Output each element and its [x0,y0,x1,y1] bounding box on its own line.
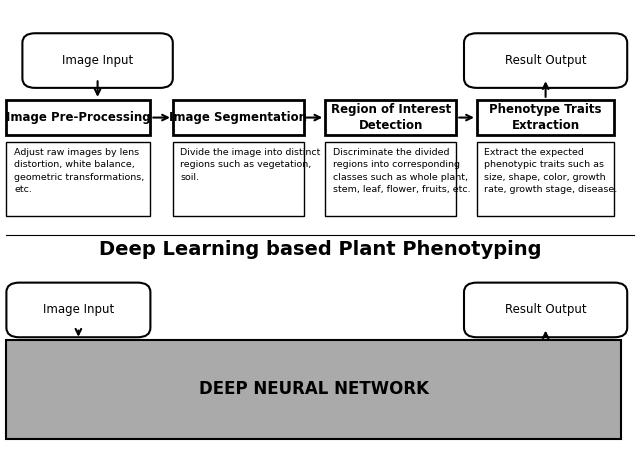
FancyBboxPatch shape [22,33,173,88]
Text: DEEP NEURAL NETWORK: DEEP NEURAL NETWORK [198,380,429,399]
FancyBboxPatch shape [477,100,614,135]
Text: Result Output: Result Output [505,54,586,67]
FancyBboxPatch shape [464,33,627,88]
Text: Discriminate the divided
regions into corresponding
classes such as whole plant,: Discriminate the divided regions into co… [333,148,470,194]
FancyBboxPatch shape [6,100,150,135]
FancyBboxPatch shape [6,283,150,337]
Text: Image Pre-Processing: Image Pre-Processing [6,111,150,124]
Text: Image Segmentation: Image Segmentation [170,111,307,124]
Text: Region of Interest
Detection: Region of Interest Detection [331,103,451,132]
Text: Adjust raw images by lens
distortion, white balance,
geometric transformations,
: Adjust raw images by lens distortion, wh… [14,148,145,194]
Text: Deep Learning based Plant Phenotyping: Deep Learning based Plant Phenotyping [99,240,541,259]
FancyBboxPatch shape [477,142,614,216]
FancyBboxPatch shape [464,283,627,337]
FancyBboxPatch shape [173,142,304,216]
Text: Image Input: Image Input [62,54,133,67]
FancyBboxPatch shape [325,142,456,216]
FancyBboxPatch shape [6,340,621,439]
Text: Image Input: Image Input [43,304,114,316]
Text: Result Output: Result Output [505,304,586,316]
FancyBboxPatch shape [325,100,456,135]
FancyBboxPatch shape [6,142,150,216]
Text: Divide the image into distinct
regions such as vegetation,
soil.: Divide the image into distinct regions s… [180,148,321,181]
Text: Phenotype Traits
Extraction: Phenotype Traits Extraction [490,103,602,132]
Text: Extract the expected
phenotypic traits such as
size, shape, color, growth
rate, : Extract the expected phenotypic traits s… [484,148,618,194]
FancyBboxPatch shape [173,100,304,135]
